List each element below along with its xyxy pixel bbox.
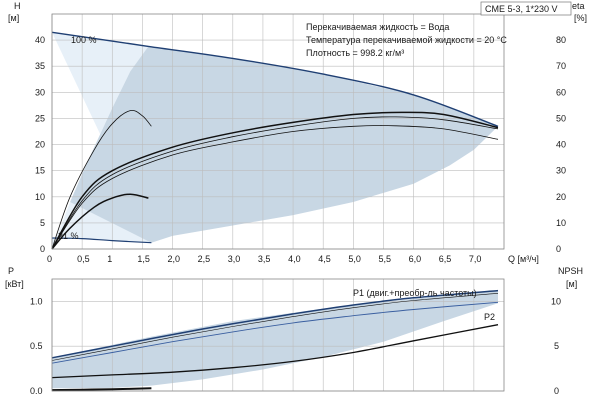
top-curve-eta-pump-total	[51, 111, 499, 250]
top-curve-eta-part-upper	[51, 109, 152, 250]
bottom-right-axis-title-1: NPSH	[558, 266, 583, 276]
bottom-left-tick-label: 0.0	[30, 386, 43, 396]
top-right-tick-label: 0	[556, 244, 561, 254]
bottom-band-region	[52, 290, 498, 389]
bottom-right-tick-label: 0	[554, 386, 559, 396]
x-tick-label: 0	[47, 254, 52, 264]
bottom-right-axis-title-2: [м]	[566, 279, 577, 289]
x-tick-label: 6,5	[439, 254, 452, 264]
x-tick-label: 1,5	[137, 254, 150, 264]
model-label: CME 5-3, 1*230 V	[485, 4, 558, 14]
top-left-tick-label: 0	[40, 244, 45, 254]
model-label-box	[480, 1, 572, 16]
x-tick-label: 6,0	[409, 254, 422, 264]
annotation-min-speed: 21 %	[58, 231, 79, 241]
bottom-curve-p1-thin	[51, 293, 499, 361]
bottom-right-tick-label: 5	[554, 341, 559, 351]
top-right-tick-label: 30	[556, 166, 566, 176]
top-left-axis-title-2: [м]	[8, 13, 19, 23]
series-label-p1: P1 (двиг.+преобр-ль частоты)	[353, 288, 477, 298]
top-right-tick-label: 10	[556, 218, 566, 228]
top-right-tick-label: 20	[556, 192, 566, 202]
top-right-tick-label: 60	[556, 87, 566, 97]
bottom-curve-power-min	[51, 387, 152, 392]
top-left-tick-label: 25	[35, 113, 45, 123]
x-tick-label: 5,5	[378, 254, 391, 264]
top-left-tick-label: 5	[40, 218, 45, 228]
top-left-tick-label: 10	[35, 192, 45, 202]
top-left-tick-label: 30	[35, 87, 45, 97]
top-plot-border	[51, 13, 505, 250]
x-tick-label: 7,0	[469, 254, 482, 264]
x-tick-label: 2,5	[198, 254, 211, 264]
series-label-p2: P2	[484, 312, 495, 322]
top-left-tick-label: 35	[35, 61, 45, 71]
top-left-tick-label: 20	[35, 140, 45, 150]
top-right-tick-label: 40	[556, 140, 566, 150]
top-curve-head-max	[51, 31, 499, 127]
bottom-left-axis-title-1: P	[8, 266, 14, 276]
top-right-tick-label: 50	[556, 113, 566, 123]
bottom-curves	[51, 289, 499, 392]
top-right-tick-label: 70	[556, 61, 566, 71]
top-right-axis-title-1: eta	[572, 1, 585, 11]
top-right-axis-title-2: [%]	[574, 13, 587, 23]
info-line-density: Плотность = 998.2 кг/м³	[306, 48, 404, 58]
bottom-left-axis-title-2: [кВт]	[5, 279, 24, 289]
x-tick-label: 4,5	[318, 254, 331, 264]
bottom-plot-border	[51, 278, 505, 392]
annotation-max-speed: 100 %	[71, 35, 97, 45]
bottom-operating-band	[52, 290, 498, 389]
bottom-right-tick-label: 10	[551, 296, 561, 306]
bottom-curve-p1	[51, 289, 499, 359]
x-axis-title: Q [м³/ч]	[508, 254, 539, 264]
bottom-curve-npsh	[51, 324, 499, 379]
bottom-left-tick-label: 0.5	[30, 341, 43, 351]
top-curve-eta-mid	[51, 125, 499, 250]
x-tick-label: 5,0	[348, 254, 361, 264]
tick-labels: 0 0,5 1 1,5 2,0 2,5 3,0 3,5 4,0 4,5 5,0 5,5 6,0 6,5 7,…	[30, 35, 566, 396]
bottom-curve-p2	[51, 301, 499, 364]
x-tick-label: 2,0	[168, 254, 181, 264]
x-tick-label: 4,0	[288, 254, 301, 264]
top-left-tick-label: 15	[35, 166, 45, 176]
bottom-left-tick-label: 1.0	[30, 296, 43, 306]
top-left-tick-label: 40	[35, 35, 45, 45]
x-tick-label: 0,5	[77, 254, 90, 264]
top-curve-eta-total-light	[51, 116, 499, 250]
top-left-axis-title-1: H	[14, 1, 21, 11]
info-line-temperature: Температура перекачиваемой жидкости = 20…	[306, 35, 507, 45]
x-tick-label: 1	[107, 254, 112, 264]
info-line-fluid: Перекачиваемая жидкость = Вода	[306, 22, 449, 32]
top-curves	[51, 31, 499, 250]
x-tick-label: 3,5	[258, 254, 271, 264]
top-curve-eta-part	[51, 193, 149, 250]
x-tick-label: 3,0	[228, 254, 241, 264]
top-curve-head-min	[51, 237, 152, 244]
top-right-tick-label: 80	[556, 35, 566, 45]
